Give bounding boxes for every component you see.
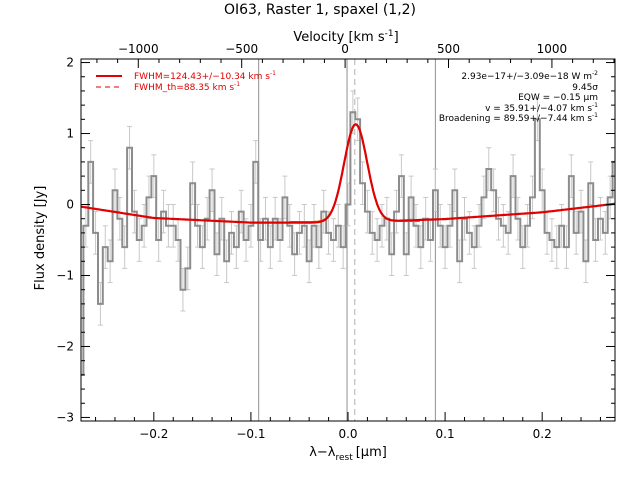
annotation-velocity: v = 35.91+/−4.07 km s-1: [485, 102, 598, 114]
annotation-snr: 9.45σ: [572, 83, 598, 93]
legend-label-fwhm-text: FWHM=124.43+/−10.34 km s: [134, 72, 270, 82]
annotation-velocity-text: v = 35.91+/−4.07 km s: [485, 104, 592, 114]
legend-label-fwhm-th: FWHM_th=88.35 km s-1: [134, 81, 240, 93]
legend-label-fwhm-sup: -1: [270, 70, 276, 77]
tick-labels: −0.2 −0.1 0.0 0.1 0.2 −3 −2 −1 0 1 2 −1000 −500 0 500 1…: [56, 42, 567, 441]
fit-total-line: [80, 123, 616, 224]
annotation-broadening-text: Broadening = 89.59+/−7.44 km s: [439, 114, 592, 124]
top-axis-label-sup: -1: [385, 29, 394, 39]
y-axis-label: Flux density [Jy]: [33, 186, 48, 291]
x-axis-label-text: λ−λ: [309, 445, 336, 460]
x-tick-label: −0.2: [139, 427, 168, 441]
fit-annotations: 2.93e−17+/−3.09e−18 W m-2 9.45σ EQW = −0…: [439, 70, 598, 124]
x-tick-label: 0.1: [436, 427, 455, 441]
x-axis-label-unit: [μm]: [356, 445, 387, 460]
legend-label-fwhm-th-sup: -1: [234, 81, 240, 88]
top-tick-label: 1000: [537, 42, 568, 56]
top-axis-label-close: ]: [394, 30, 399, 45]
y-tick-label: −2: [56, 339, 74, 353]
top-tick-label: −1000: [118, 42, 159, 56]
top-tick-label: 0: [341, 42, 349, 56]
x-tick-label: 0.0: [338, 427, 357, 441]
y-tick-label: 1: [66, 127, 74, 141]
legend: FWHM=124.43+/−10.34 km s-1 FWHM_th=88.35…: [96, 70, 276, 93]
flux-histogram-line: [81, 111, 615, 376]
x-axis-label-sub: rest: [335, 453, 353, 463]
y-tick-label: −1: [56, 268, 74, 282]
annotation-broadening-sup: -1: [592, 112, 598, 119]
top-tick-label: 500: [437, 42, 460, 56]
x-tick-label: −0.1: [236, 427, 265, 441]
annotation-flux: 2.93e−17+/−3.09e−18 W m-2: [461, 70, 598, 82]
y-tick-label: 2: [66, 56, 74, 70]
annotation-broadening: Broadening = 89.59+/−7.44 km s-1: [439, 112, 598, 124]
flux-histogram: [81, 111, 615, 376]
legend-label-fwhm-th-text: FWHM_th=88.35 km s: [134, 83, 234, 93]
x-axis-label: λ−λrest [μm]: [309, 445, 387, 463]
annotation-eqw: EQW = −0.15 μm: [518, 93, 598, 103]
top-tick-label: −500: [225, 42, 258, 56]
annotation-velocity-sup: -1: [592, 102, 598, 109]
y-tick-label: −3: [56, 410, 74, 424]
annotation-snr-text: 9.45σ: [572, 83, 598, 93]
axes: [80, 58, 616, 422]
chart-title: OI63, Raster 1, spaxel (1,2): [224, 2, 416, 18]
y-tick-label: 0: [66, 198, 74, 212]
annotation-flux-text: 2.93e−17+/−3.09e−18 W m: [461, 72, 592, 82]
annotation-flux-sup: -2: [592, 70, 598, 77]
annotation-eqw-text: EQW = −0.15 μm: [518, 93, 598, 103]
error-bars: [83, 90, 613, 326]
fit-curves: [80, 123, 616, 224]
top-axis-label: Velocity [km s-1]: [293, 29, 398, 45]
top-axis-label-text: Velocity [km s: [293, 30, 385, 45]
legend-label-fwhm: FWHM=124.43+/−10.34 km s-1: [134, 70, 276, 82]
x-tick-label: 0.2: [533, 427, 552, 441]
